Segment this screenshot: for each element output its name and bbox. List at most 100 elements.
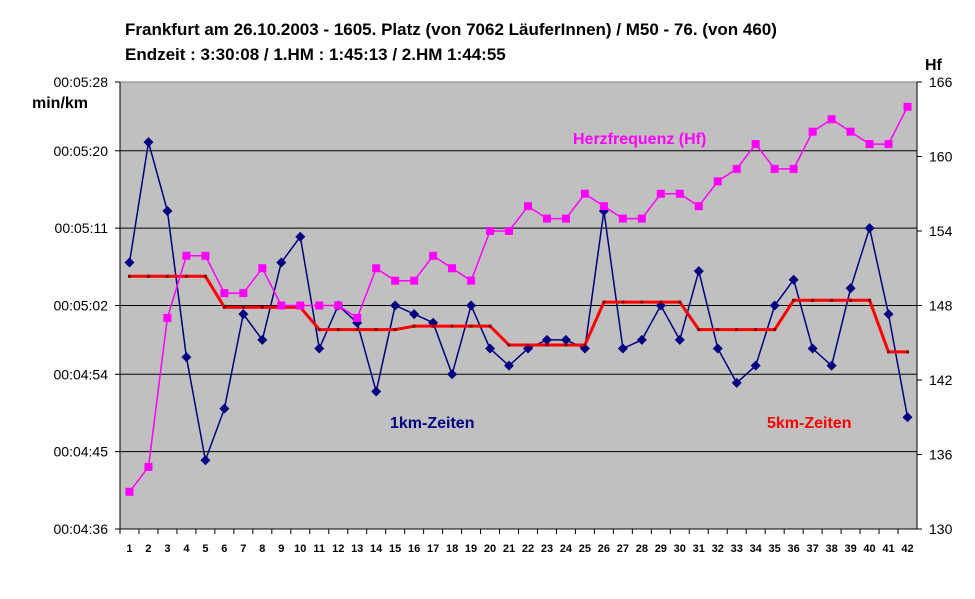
data-point-herzfrequenz-hf-16	[410, 276, 419, 285]
series-line-1km-zeiten	[128, 142, 909, 464]
data-point-herzfrequenz-hf-12	[334, 301, 343, 310]
data-point-1km-zeiten-42	[902, 412, 913, 423]
gridlines	[120, 150, 917, 453]
left-axis-tick-label-1: 00:04:45	[54, 444, 109, 460]
right-axis-tick-label-3: 148	[929, 298, 953, 314]
data-point-5km-zeiten-4	[184, 274, 188, 278]
data-point-herzfrequenz-hf-18	[448, 264, 457, 273]
x-axis-tick-label-19: 19	[465, 543, 477, 555]
data-point-5km-zeiten-15	[393, 328, 397, 332]
data-point-herzfrequenz-hf-7	[239, 289, 248, 298]
data-point-5km-zeiten-14	[374, 328, 378, 332]
data-point-5km-zeiten-11	[317, 328, 321, 332]
data-point-herzfrequenz-hf-38	[827, 115, 836, 124]
x-axis-tick-label-20: 20	[484, 543, 496, 555]
data-point-5km-zeiten-20	[488, 324, 492, 328]
data-point-1km-zeiten-19	[466, 300, 477, 311]
data-point-5km-zeiten-33	[735, 328, 739, 332]
data-point-5km-zeiten-39	[849, 298, 853, 302]
x-axis-tick-label-32: 32	[712, 543, 724, 555]
data-point-5km-zeiten-42	[906, 350, 910, 354]
data-point-1km-zeiten-10	[295, 231, 306, 242]
x-axis-tick-label-40: 40	[863, 543, 875, 555]
x-axis-tick-label-7: 7	[240, 543, 246, 555]
chart-title-line-1: Frankfurt am 26.10.2003 - 1605. Platz (v…	[125, 20, 777, 39]
series-layer	[124, 102, 913, 496]
data-point-1km-zeiten-9	[276, 257, 287, 268]
data-point-herzfrequenz-hf-30	[675, 189, 684, 198]
data-point-5km-zeiten-40	[868, 298, 872, 302]
left-axis-tick-label-6: 00:05:28	[54, 74, 109, 90]
x-axis-tick-label-35: 35	[769, 543, 781, 555]
data-point-5km-zeiten-19	[469, 324, 473, 328]
x-axis-tick-label-16: 16	[408, 543, 420, 555]
data-point-herzfrequenz-hf-21	[505, 227, 514, 235]
data-point-1km-zeiten-38	[826, 360, 837, 371]
data-point-herzfrequenz-hf-4	[182, 251, 191, 260]
x-axis-tick-label-5: 5	[202, 543, 208, 555]
x-axis-tick-label-4: 4	[183, 543, 190, 555]
data-point-1km-zeiten-21	[504, 360, 515, 371]
data-point-herzfrequenz-hf-1	[125, 487, 134, 496]
data-point-herzfrequenz-hf-9	[277, 301, 286, 310]
data-point-1km-zeiten-23	[541, 334, 552, 345]
x-axis-tick-label-30: 30	[674, 543, 686, 555]
left-axis-tick-label-0: 00:04:36	[54, 521, 109, 537]
data-point-1km-zeiten-18	[447, 369, 458, 380]
data-point-1km-zeiten-30	[674, 334, 685, 345]
data-point-5km-zeiten-16	[412, 324, 416, 328]
data-point-herzfrequenz-hf-26	[599, 202, 608, 211]
data-point-herzfrequenz-hf-29	[656, 189, 665, 198]
x-axis-tick-label-41: 41	[882, 543, 894, 555]
series-labels: 1km-Zeiten 5km-Zeiten Herzfrequenz (Hf)	[390, 131, 851, 432]
data-point-herzfrequenz-hf-25	[580, 189, 589, 198]
data-point-1km-zeiten-36	[788, 274, 799, 285]
data-point-5km-zeiten-32	[716, 328, 720, 332]
data-point-1km-zeiten-41	[883, 309, 894, 320]
data-point-5km-zeiten-30	[678, 300, 682, 304]
data-point-herzfrequenz-hf-10	[296, 301, 305, 310]
data-point-1km-zeiten-16	[409, 309, 420, 320]
data-point-herzfrequenz-hf-39	[846, 127, 855, 136]
x-axis-tick-label-9: 9	[278, 543, 284, 555]
data-point-1km-zeiten-34	[750, 360, 761, 371]
data-point-5km-zeiten-41	[887, 350, 891, 354]
series-line-5km-zeiten	[129, 274, 908, 354]
data-point-herzfrequenz-hf-11	[315, 301, 324, 310]
left-axis-unit-label: min/km	[32, 95, 88, 112]
data-point-1km-zeiten-6	[219, 403, 230, 414]
data-point-herzfrequenz-hf-37	[808, 127, 817, 136]
data-point-5km-zeiten-37	[811, 298, 815, 302]
data-point-5km-zeiten-12	[336, 328, 340, 332]
right-axis-tick-label-2: 142	[929, 372, 953, 388]
data-point-herzfrequenz-hf-5	[201, 251, 210, 260]
data-point-5km-zeiten-38	[830, 298, 834, 302]
data-point-herzfrequenz-hf-17	[429, 251, 438, 260]
data-point-1km-zeiten-40	[864, 223, 875, 234]
data-point-1km-zeiten-11	[314, 343, 325, 354]
data-point-5km-zeiten-18	[450, 324, 454, 328]
data-point-1km-zeiten-33	[731, 377, 742, 388]
x-axis-tick-label-21: 21	[503, 543, 515, 555]
data-point-herzfrequenz-hf-41	[884, 140, 893, 149]
data-point-herzfrequenz-hf-33	[732, 164, 741, 173]
data-point-1km-zeiten-27	[617, 343, 628, 354]
x-axis-tick-label-36: 36	[788, 543, 800, 555]
data-point-1km-zeiten-5	[200, 455, 211, 466]
data-point-herzfrequenz-hf-3	[163, 313, 172, 322]
data-point-1km-zeiten-24	[560, 334, 571, 345]
data-point-1km-zeiten-37	[807, 343, 818, 354]
right-axis-tick-label-0: 130	[929, 521, 953, 537]
data-point-herzfrequenz-hf-24	[561, 214, 570, 223]
x-axis-tick-label-33: 33	[731, 543, 743, 555]
data-point-5km-zeiten-36	[792, 298, 796, 302]
data-point-herzfrequenz-hf-13	[353, 313, 362, 322]
data-point-5km-zeiten-26	[602, 300, 606, 304]
data-point-herzfrequenz-hf-34	[751, 140, 760, 149]
right-axis-tick-label-6: 166	[929, 74, 953, 90]
data-point-5km-zeiten-35	[773, 328, 777, 332]
x-axis-tick-label-34: 34	[750, 543, 763, 555]
data-point-5km-zeiten-27	[621, 300, 625, 304]
data-point-herzfrequenz-hf-23	[542, 214, 551, 223]
